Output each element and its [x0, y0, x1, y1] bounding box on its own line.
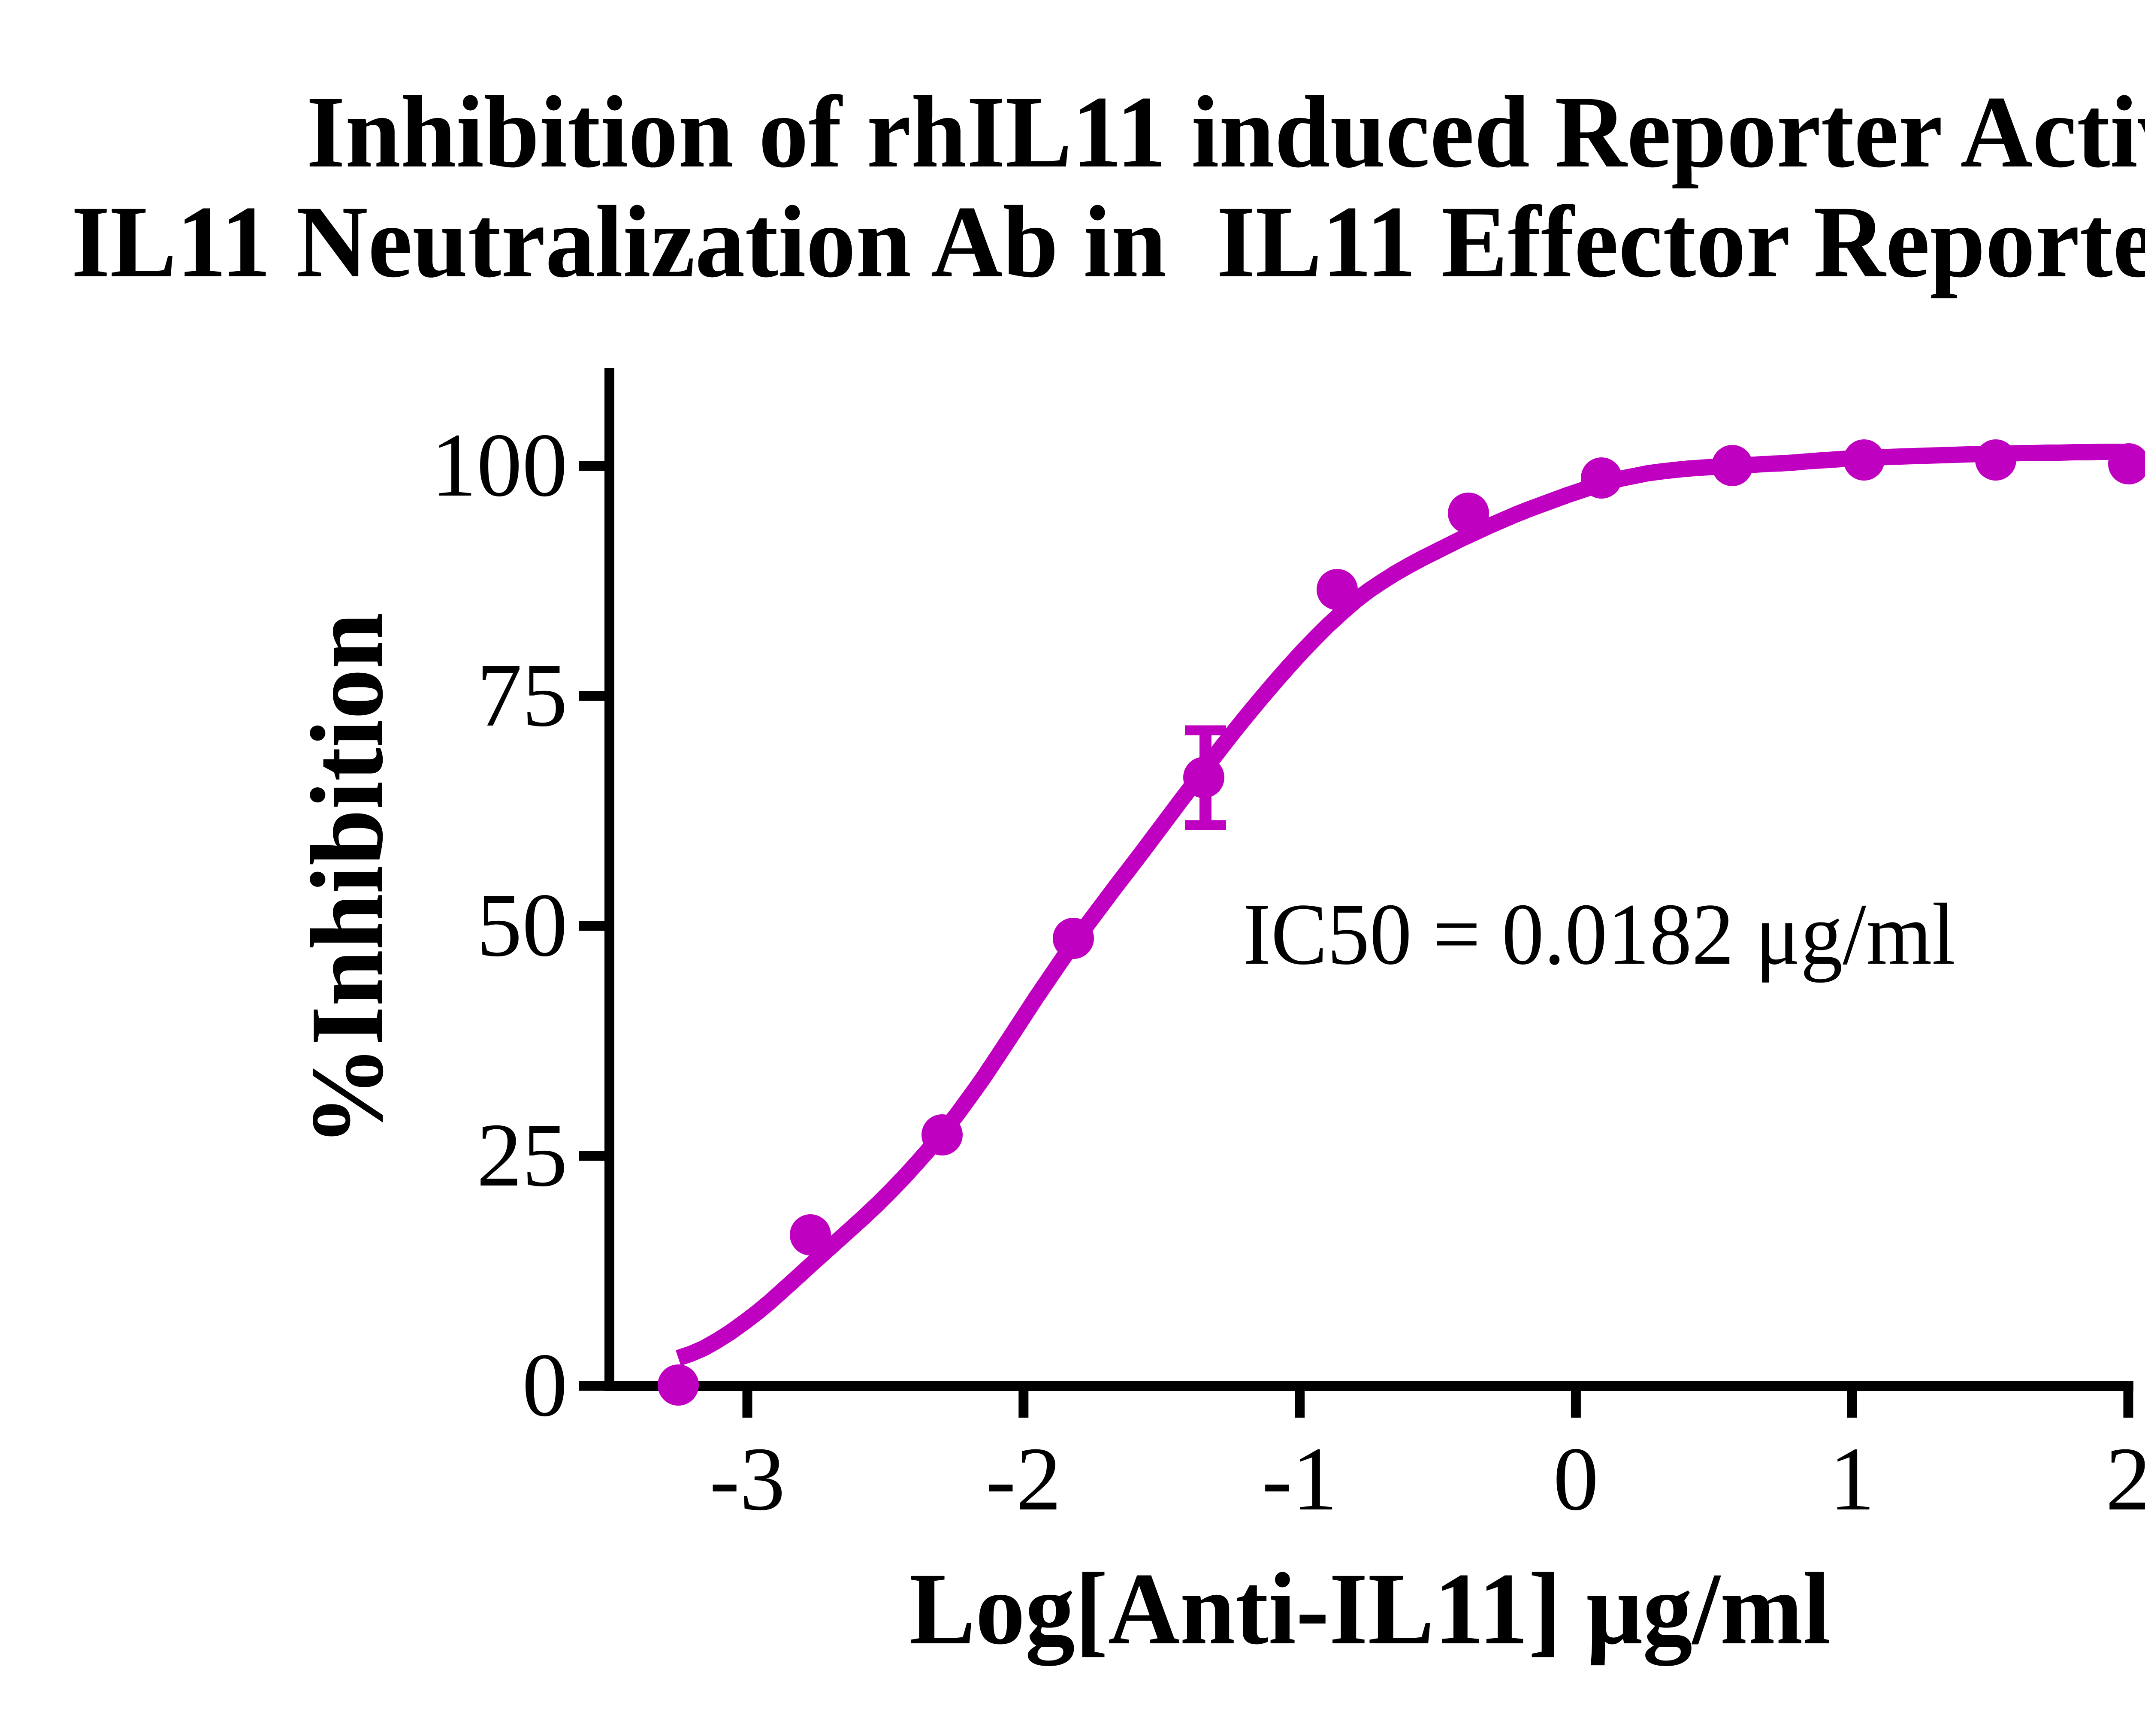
svg-text:%Inhibition: %Inhibition — [290, 613, 405, 1147]
svg-text:-3: -3 — [710, 1428, 785, 1529]
svg-text:-2: -2 — [985, 1428, 1061, 1529]
svg-text:0: 0 — [522, 1334, 568, 1435]
svg-text:25: 25 — [477, 1104, 568, 1205]
svg-text:50: 50 — [477, 874, 568, 975]
svg-text:100: 100 — [431, 414, 568, 515]
svg-text:IC50 = 0.0182 μg/ml: IC50 = 0.0182 μg/ml — [1243, 886, 1955, 983]
svg-text:0: 0 — [1553, 1428, 1598, 1529]
svg-text:1: 1 — [1829, 1428, 1875, 1529]
svg-text:-1: -1 — [1262, 1428, 1338, 1529]
svg-text:2: 2 — [2106, 1428, 2145, 1529]
svg-text:75: 75 — [477, 644, 568, 745]
svg-text:Inhibition of rhIL11 induced R: Inhibition of rhIL11 induced Reporter Ac… — [306, 75, 2145, 189]
svg-text:Log[Anti-IL11] μg/ml: Log[Anti-IL11] μg/ml — [909, 1552, 1831, 1666]
svg-text:IL11 Neutralization Ab in IL1: IL11 Neutralization Ab in IL11 Effector … — [71, 184, 2145, 299]
